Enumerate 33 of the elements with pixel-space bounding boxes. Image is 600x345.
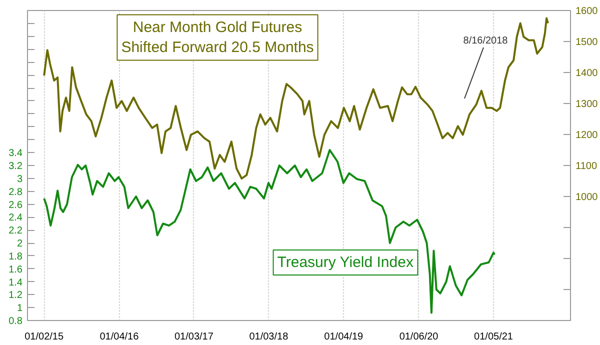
series-label: Treasury Yield Index xyxy=(277,254,414,271)
y-tick-label: 2.8 xyxy=(8,186,23,198)
y-tick-label: 0.8 xyxy=(8,316,23,327)
y-tick-label: 3 xyxy=(16,174,23,185)
y-tick-label: 2.2 xyxy=(8,226,23,237)
y2-tick-label: 1600 xyxy=(576,6,598,17)
y-tick-label: 1.4 xyxy=(8,277,23,288)
y2-tick-label: 1000 xyxy=(576,192,598,203)
y2-tick-label: 1300 xyxy=(576,99,598,110)
x-tick-label: 01/05/21 xyxy=(474,332,514,342)
y-tick-label: 3.4 xyxy=(8,148,23,160)
x-tick-label: 01/06/20 xyxy=(399,332,439,342)
y-tick-label: 1.6 xyxy=(8,264,23,276)
y-tick-label: 3.2 xyxy=(8,161,23,172)
y-tick-label: 2.6 xyxy=(8,200,23,211)
series-label: Near Month Gold Futures Shifted Forward 20.5 Months xyxy=(121,18,314,56)
x-tick-label: 01/03/17 xyxy=(174,332,214,342)
y-tick-label: 2 xyxy=(16,238,23,250)
line-series xyxy=(43,17,549,180)
line-series xyxy=(43,149,496,314)
x-tick-label: 01/04/16 xyxy=(100,332,140,342)
y-tick-label: 1.2 xyxy=(8,290,23,302)
x-tick-label: 01/04/19 xyxy=(324,332,364,342)
y2-tick-label: 1400 xyxy=(576,68,598,79)
x-tick-label: 01/03/18 xyxy=(249,332,289,342)
y-tick-label: 2.4 xyxy=(8,212,23,224)
y2-tick-label: 1500 xyxy=(576,37,598,48)
y2-tick-label: 1100 xyxy=(576,161,598,172)
x-tick-label: 01/02/15 xyxy=(24,332,64,342)
y2-tick-label: 1200 xyxy=(576,130,598,141)
y-tick-label: 1 xyxy=(16,303,23,314)
y-tick-label: 1.8 xyxy=(8,251,23,262)
annotation: 8/16/2018 xyxy=(463,36,508,46)
